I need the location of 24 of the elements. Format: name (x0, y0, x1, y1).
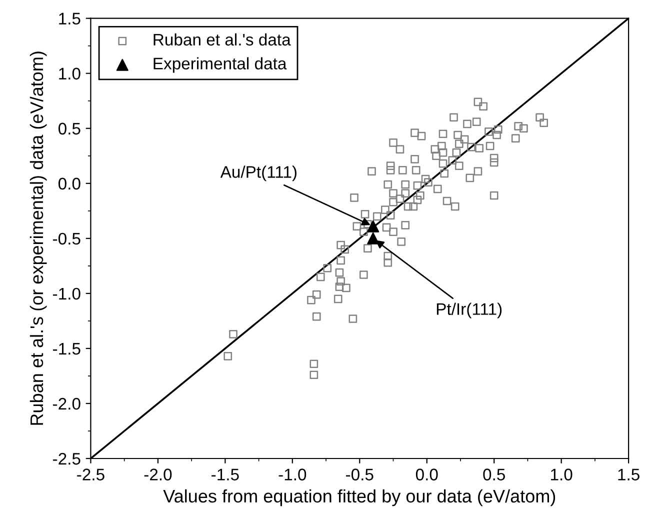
x-tick-label: -2.5 (77, 468, 104, 480)
x-tick-label: 1.5 (618, 468, 640, 480)
x-tick-label: 0.0 (416, 468, 438, 480)
annotation: Pt/Ir(111) (436, 302, 502, 318)
y-tick-label: -2.0 (53, 398, 80, 410)
x-tick-label: 0.5 (483, 468, 505, 480)
x-tick-label: 1.0 (551, 468, 572, 480)
y-tick-label: 0.0 (58, 178, 80, 190)
y-tick-label: 0.5 (58, 122, 80, 135)
y-axis-title: Ruban et al.'s (or experimental) data (eV/atom) (30, 52, 47, 425)
legend-label: Ruban et al.'s data (154, 33, 291, 46)
x-axis-title: Values from equation fitted by our data (eV/atom) (163, 489, 556, 506)
y-tick-label: -0.5 (53, 232, 80, 245)
y-tick-label: -1.0 (53, 288, 80, 300)
x-tick-label: -2.0 (144, 468, 172, 480)
y-tick-label: 1.5 (59, 12, 80, 25)
annotation: Au/Pt(111) (220, 166, 296, 182)
x-tick-label: -1.0 (278, 468, 306, 480)
x-tick-label: -1.5 (212, 468, 239, 480)
legend-label: Experimental data (154, 57, 287, 73)
y-tick-label: -2.5 (53, 452, 80, 465)
x-tick-label: -0.5 (346, 468, 374, 480)
y-tick-label: 1.0 (59, 68, 80, 80)
y-tick-label: -1.5 (53, 343, 80, 355)
